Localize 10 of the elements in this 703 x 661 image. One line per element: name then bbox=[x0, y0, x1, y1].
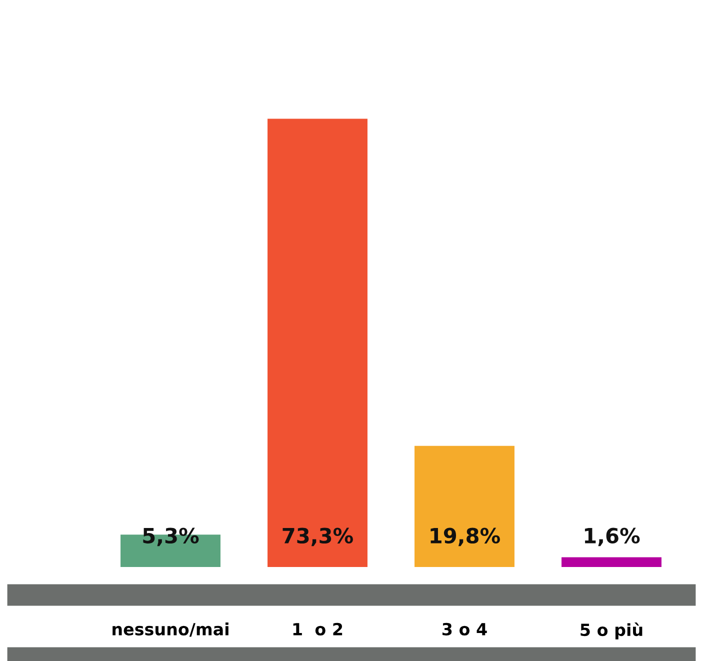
data-label: 73,3% bbox=[282, 528, 353, 546]
x-tick-label: 3 o 4 bbox=[442, 622, 487, 636]
bar bbox=[414, 446, 514, 567]
data-label: 1,6% bbox=[584, 528, 640, 546]
x-tick-label: 5 o più bbox=[580, 622, 642, 640]
bar bbox=[562, 557, 662, 567]
data-label: 19,8% bbox=[430, 528, 500, 546]
bar bbox=[268, 118, 368, 567]
x-tick-label: 1 o 2 bbox=[293, 622, 342, 636]
x-tick-label: nessuno/mai bbox=[112, 622, 228, 637]
